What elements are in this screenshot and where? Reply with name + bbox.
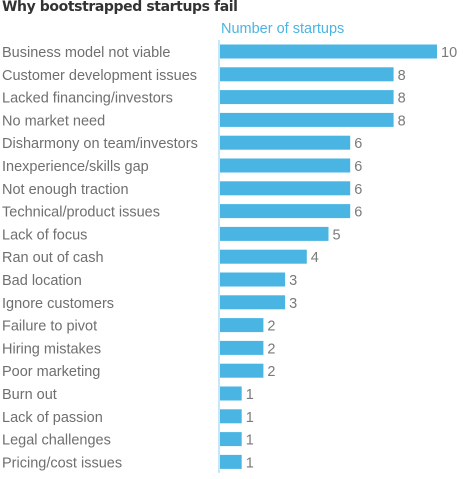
bar (220, 67, 394, 82)
value-label: 4 (311, 250, 319, 266)
bar (220, 363, 264, 378)
bar (220, 340, 264, 355)
bar (220, 272, 286, 287)
category-label: Business model not viable (2, 45, 170, 61)
bar (220, 386, 242, 401)
value-label: 2 (267, 319, 275, 335)
bar (220, 226, 329, 241)
category-label: Ignore customers (2, 296, 114, 312)
category-label: Bad location (2, 273, 82, 289)
category-label: Lack of focus (2, 227, 87, 243)
value-label: 1 (246, 433, 254, 449)
value-label: 1 (246, 410, 254, 426)
value-label: 8 (398, 68, 406, 84)
bar (220, 135, 351, 150)
category-label: Pricing/cost issues (2, 455, 122, 471)
value-label: 6 (354, 205, 362, 221)
bar (220, 204, 351, 219)
value-label: 2 (267, 364, 275, 380)
chart-title: Why bootstrapped startups fail (2, 0, 238, 15)
bar (220, 454, 242, 469)
bar (220, 112, 394, 127)
series-label: Number of startups (221, 21, 344, 37)
bar (220, 295, 286, 310)
bar (220, 181, 351, 196)
value-label: 6 (354, 136, 362, 152)
bar (220, 249, 307, 264)
value-label: 10 (441, 45, 457, 61)
value-label: 3 (289, 273, 297, 289)
category-label: Burn out (2, 387, 57, 403)
category-label: Hiring mistakes (2, 341, 101, 357)
value-label: 1 (246, 387, 254, 403)
category-label: No market need (2, 113, 105, 129)
category-label: Poor marketing (2, 364, 100, 380)
category-label: Customer development issues (2, 68, 197, 84)
bar (220, 44, 437, 59)
bar (220, 409, 242, 424)
value-label: 1 (246, 455, 254, 471)
category-label: Ran out of cash (2, 250, 104, 266)
value-label: 8 (398, 113, 406, 129)
category-label: Failure to pivot (2, 319, 97, 335)
value-label: 5 (333, 227, 341, 243)
bar (220, 432, 242, 447)
bar (220, 318, 264, 333)
category-label: Disharmony on team/investors (2, 136, 198, 152)
bar (220, 158, 351, 173)
value-label: 2 (267, 341, 275, 357)
value-label: 8 (398, 91, 406, 107)
value-label: 3 (289, 296, 297, 312)
value-label: 6 (354, 159, 362, 175)
category-label: Lack of passion (2, 410, 103, 426)
category-label: Lacked financing/investors (2, 91, 173, 107)
category-label: Technical/product issues (2, 205, 160, 221)
value-label: 6 (354, 182, 362, 198)
category-label: Legal challenges (2, 433, 111, 449)
bar (220, 90, 394, 105)
category-label: Not enough traction (2, 182, 129, 198)
category-label: Inexperience/skills gap (2, 159, 149, 175)
